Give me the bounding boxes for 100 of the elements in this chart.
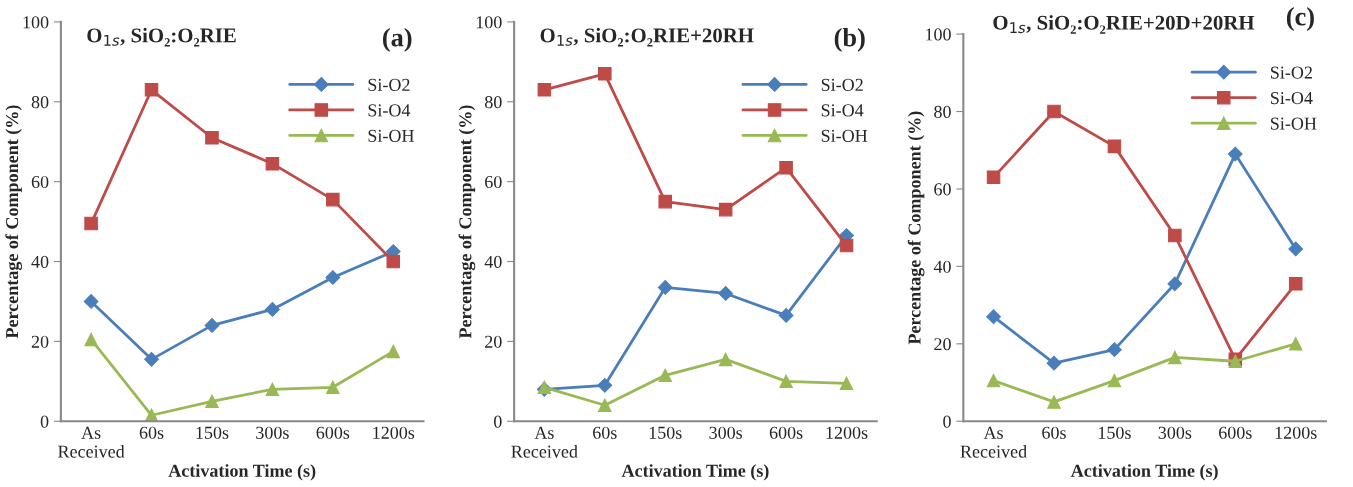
point (1227, 146, 1243, 162)
legend-label: Si-O4 (821, 104, 864, 117)
legend-label: Si-O2 (368, 78, 410, 91)
point (386, 254, 401, 269)
point (144, 351, 159, 367)
chart-title: O$_{1s}$, SiO₂:O₂RIE+20D+20RH (993, 15, 1255, 34)
x-tick-label: 150s (649, 426, 682, 439)
legend-label: Si-OH (821, 129, 868, 142)
x-axis-title: Activation Time (s) (168, 464, 316, 481)
x-tick-label: 600s (316, 426, 350, 439)
point (1168, 228, 1182, 243)
point (265, 382, 280, 397)
legend-label: Si-OH (1271, 117, 1317, 130)
y-tick-label: 60 (934, 183, 951, 196)
text: (c) (1286, 6, 1314, 31)
point (658, 194, 672, 209)
point (1167, 276, 1183, 292)
point (986, 170, 1001, 185)
point (84, 332, 98, 347)
y-tick-label: 80 (484, 96, 502, 109)
x-tick-label: 600s (1219, 426, 1252, 439)
y-axis-title: Percentage of Component (%) (907, 111, 925, 345)
y-tick-label: 20 (31, 335, 49, 348)
point (204, 318, 220, 333)
point (326, 380, 340, 395)
point (1047, 395, 1061, 409)
legend-label: Si-O2 (821, 78, 863, 91)
y-tick-label: 40 (31, 255, 49, 268)
point (325, 270, 341, 285)
point (83, 294, 99, 309)
x-tick-label: 300s (709, 426, 743, 439)
x-tick-label: 1200s (1275, 426, 1317, 439)
point (265, 156, 280, 171)
point (778, 308, 794, 323)
x-axis-title: Activation Time (s) (621, 464, 769, 481)
x-tick-label: 1200s (373, 426, 415, 439)
x-axis-title: Activation Time (s) (1070, 464, 1218, 481)
x-tick-label: As Received (960, 426, 1027, 458)
chart-title: O$_{1s}$, SiO₂:O₂RIE (87, 27, 236, 47)
x-tick-label: 60s (593, 426, 617, 439)
point (986, 309, 1001, 325)
point (718, 286, 734, 301)
y-tick-label: 80 (934, 105, 951, 118)
point (205, 394, 219, 409)
x-tick-label: As Received (511, 426, 578, 458)
y-tick-label: 100 (476, 16, 502, 29)
legend-label: Si-O2 (1271, 66, 1312, 79)
point (84, 216, 98, 231)
point (1288, 277, 1303, 291)
point (779, 374, 793, 389)
x-tick-label: 150s (1098, 426, 1131, 439)
x-tick-label: 300s (1158, 426, 1192, 439)
point (1047, 104, 1061, 119)
point (598, 398, 612, 413)
y-tick-label: 20 (934, 338, 951, 351)
legend-label: Si-OH (368, 129, 414, 142)
y-tick-label: 60 (485, 175, 502, 189)
x-tick-label: 60s (1042, 426, 1066, 439)
x-tick-label: 1200s (826, 426, 868, 439)
point (657, 280, 673, 295)
x-tick-label: 60s (139, 426, 164, 439)
point (839, 238, 854, 253)
x-tick-label: 150s (196, 426, 229, 439)
point (537, 83, 552, 97)
point (1288, 241, 1304, 257)
point (1107, 342, 1122, 358)
annotation: (b) (834, 27, 865, 52)
point (598, 67, 612, 81)
x-tick-label: As Received (58, 426, 125, 458)
x-tick-label: 300s (256, 426, 289, 439)
chart-title: O$_{1s}$, SiO₂:O₂RIE+20RH (540, 27, 754, 47)
point (658, 368, 672, 383)
point (839, 376, 854, 391)
y-tick-label: 0 (40, 415, 49, 428)
y-axis-title: Percentage of Component (%) (5, 105, 22, 339)
point (1288, 337, 1303, 351)
y-tick-label: 0 (943, 415, 951, 428)
point (326, 192, 340, 207)
point (1107, 139, 1122, 154)
point (986, 373, 1001, 388)
point (779, 160, 793, 175)
point (718, 202, 733, 217)
point (718, 352, 733, 367)
y-tick-label: 40 (933, 260, 951, 273)
point (144, 83, 159, 97)
x-tick-label: 600s (769, 426, 803, 439)
y-tick-label: 100 (926, 28, 951, 41)
y-tick-label: 40 (484, 255, 502, 268)
point (205, 130, 219, 145)
legend-label: Si-O4 (368, 104, 411, 117)
legend-label: Si-O4 (1271, 92, 1313, 105)
y-axis-title: Percentage of Component (%) (458, 105, 476, 339)
annotation: (a) (383, 27, 412, 52)
y-tick-label: 20 (485, 335, 502, 348)
y-tick-label: 0 (494, 415, 502, 428)
y-tick-label: 60 (31, 175, 49, 189)
point (1168, 350, 1182, 365)
point (1107, 373, 1122, 388)
point (1046, 355, 1062, 371)
point (597, 377, 613, 393)
